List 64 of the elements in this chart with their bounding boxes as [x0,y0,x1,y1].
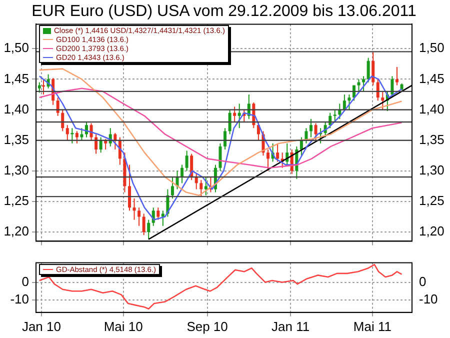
chart-title: EUR Euro (USD) USA vom 29.12.2009 bis 13.06.2011 [32,3,416,20]
candlestick [56,97,60,116]
x-tick-label: Sep 10 [186,318,228,334]
candlestick [372,52,375,86]
candlestick [90,122,93,141]
candlestick [276,142,280,162]
y2-tick-label: 1,35 [419,132,444,147]
y-tick-label: 1,45 [4,70,29,86]
y-tick-label: 0 [22,274,29,289]
candlestick [161,210,164,226]
candlestick [185,150,188,172]
candlestick [228,109,232,135]
candlestick [376,78,380,102]
candlestick [395,66,398,86]
candlestick [348,94,351,110]
y2-tick-label: 1,45 [419,70,444,86]
candlestick [266,149,270,172]
candlestick [381,90,384,110]
candlestick [333,109,336,123]
candlestick [194,173,198,190]
x-tick-label: Mai 10 [104,318,143,334]
candlestick [170,176,174,199]
candlestick [147,219,150,240]
candlestick [362,76,366,92]
candlestick [132,198,136,220]
x-tick-label: Jan 10 [22,318,61,334]
candlestick [366,57,370,83]
y2-tick-label: -10 [419,292,438,307]
y-tick-label: 1,20 [4,224,29,239]
y2-tick-label: 1,50 [419,40,444,56]
candlestick [99,136,102,154]
candlestick [204,176,208,196]
y-tick-label: 1,40 [4,101,29,116]
y-tick-label: 1,35 [4,132,29,147]
y-tick-label: -10 [10,292,29,307]
y2-tick-label: 0 [419,274,426,289]
candlestick [357,78,360,92]
candlestick [142,213,146,236]
candlestick [233,106,236,123]
candlestick [80,128,84,141]
y2-tick-label: 1,25 [419,193,444,208]
y2-tick-label: 1,20 [419,224,444,239]
candlestick [238,103,241,129]
candlestick [38,82,41,94]
candlestick [138,207,141,226]
candlestick [128,164,131,212]
candlestick [218,142,222,172]
x-tick-label: Jan 11 [271,318,310,334]
candlestick [114,132,117,150]
candlestick [75,130,78,144]
candlestick [156,207,160,220]
candlestick [310,118,313,138]
x-tick-label: Mai 11 [353,318,392,334]
candlestick [66,124,69,141]
y2-tick-label: 1,40 [419,101,444,116]
candlestick [180,164,184,184]
candlestick [342,94,346,110]
candlestick [200,180,203,198]
y2-tick-label: 1,30 [419,162,444,178]
y-tick-label: 1,25 [4,193,29,208]
y-tick-label: 1,30 [4,162,29,178]
y-tick-label: 1,50 [4,40,29,56]
candlestick [61,109,64,132]
candlestick [314,122,318,141]
